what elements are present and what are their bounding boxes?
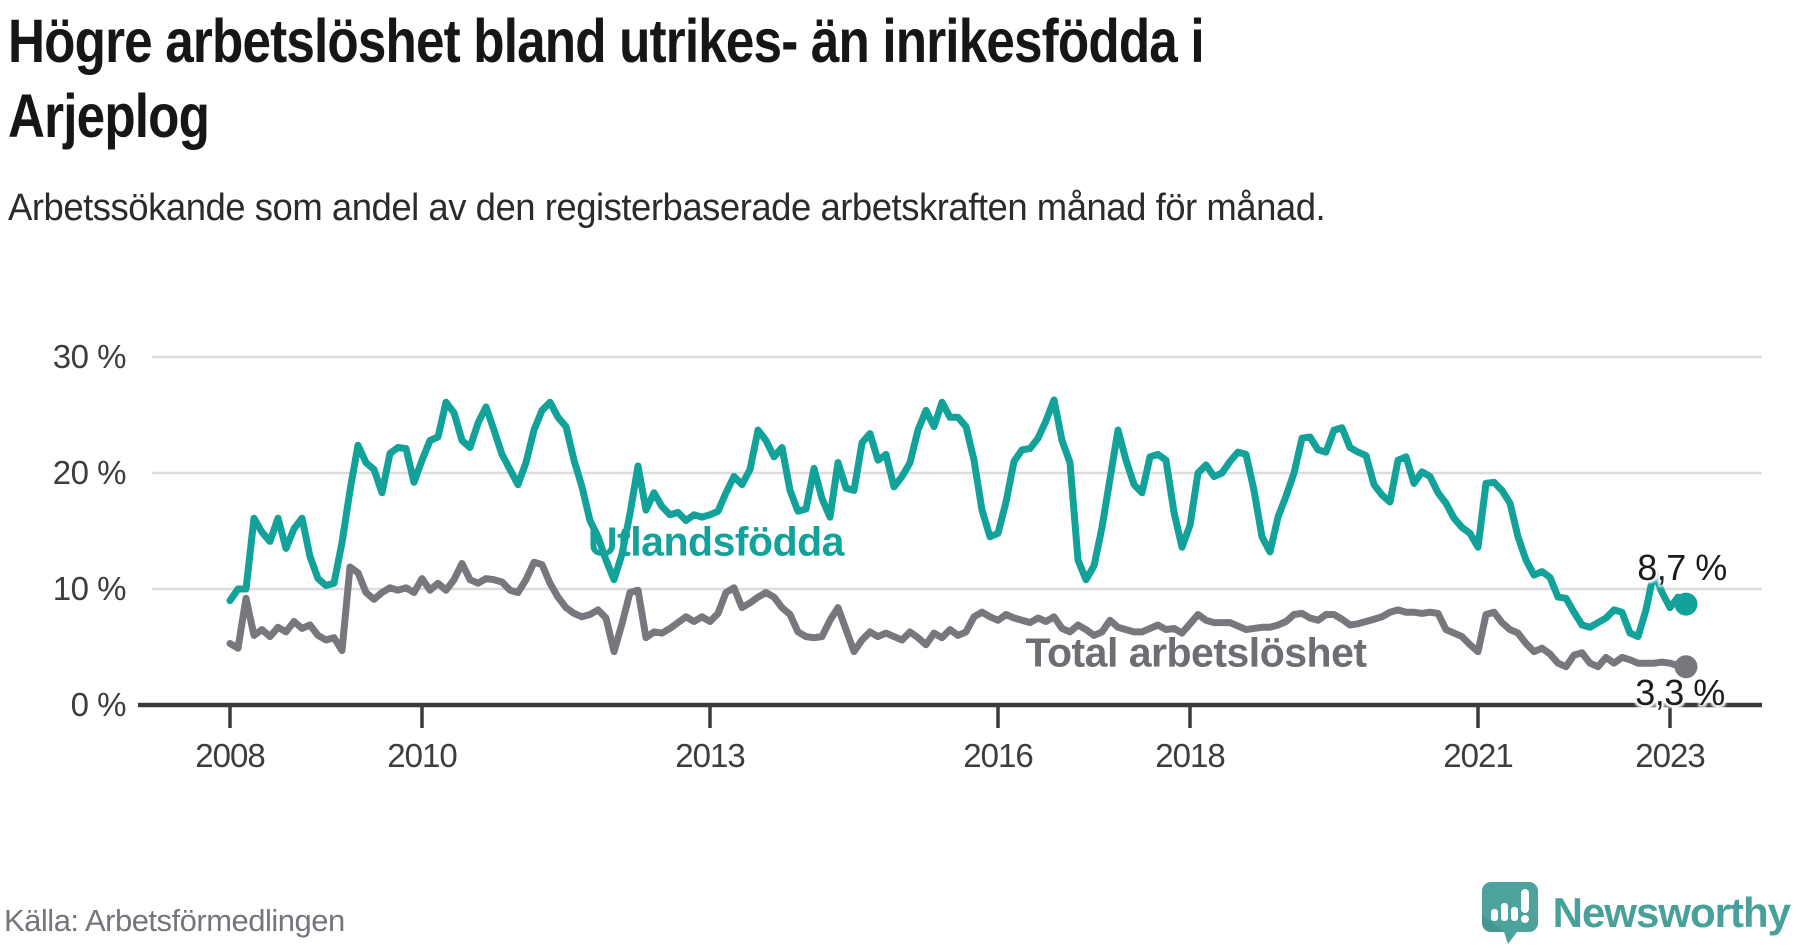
brand-name: Newsworthy [1552,889,1791,936]
series-end-dot-utlandsfodda [1674,592,1698,616]
series-end-dot-total [1674,655,1698,679]
x-axis-tick-label: 2008 [195,737,265,774]
end-value-label-total: 3,3 % [1635,672,1725,713]
source-note: Källa: Arbetsförmedlingen [4,903,345,938]
chart-subtitle: Arbetssökande som andel av den registerb… [8,187,1326,229]
x-axis-tick-label: 2018 [1155,737,1225,774]
x-axis-tick-label: 2013 [675,737,745,774]
series-line-total [226,558,1690,671]
series-label-utlandsfodda: Utlandsfödda [588,518,844,565]
y-axis-tick-label: 10 % [52,570,127,607]
y-axis-tick-label: 20 % [52,454,127,491]
x-axis-tick-label: 2021 [1443,737,1513,774]
series-line-utlandsfodda [226,396,1690,641]
x-axis-tick-label: 2023 [1635,737,1705,774]
newsworthy-pin-icon [1481,882,1538,944]
end-value-label-utlandsfodda: 8,7 % [1637,547,1727,588]
chart-title: Högre arbetslöshet bland utrikes- än inr… [8,7,1205,150]
y-axis-tick-label: 30 % [52,338,127,375]
brand-logo: Newsworthy [1481,880,1791,946]
series-label-total-arbetsloshet: Total arbetslöshet [1025,629,1367,676]
x-axis-tick-label: 2010 [387,737,457,774]
x-axis-tick-label: 2016 [963,737,1033,774]
y-axis-tick-label: 0 % [70,686,127,723]
